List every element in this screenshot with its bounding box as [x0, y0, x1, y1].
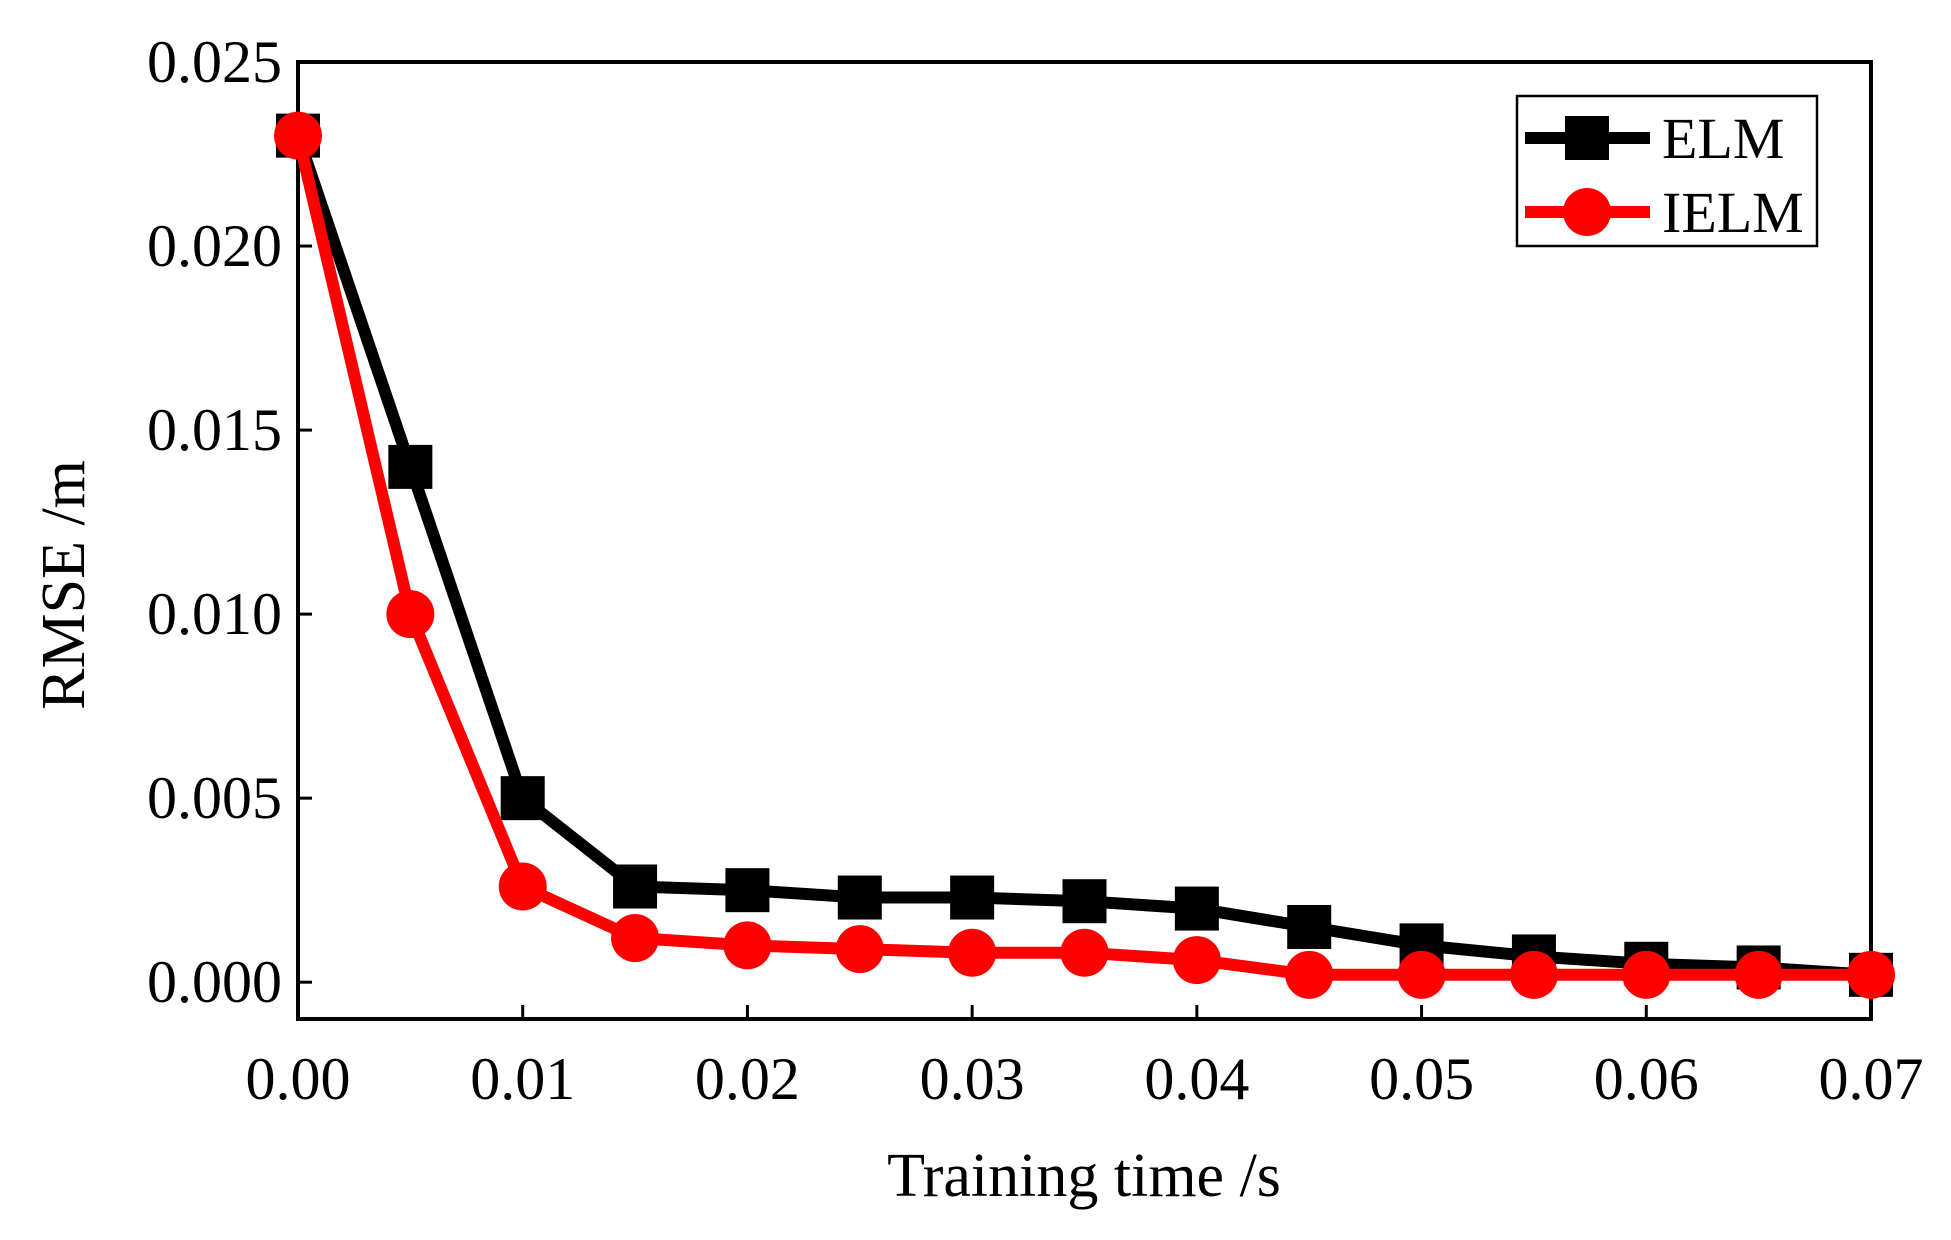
data-point-elm [388, 444, 433, 489]
data-point-ielm [611, 914, 660, 963]
data-point-ielm [1172, 936, 1221, 985]
data-point-elm [725, 868, 770, 913]
data-point-elm [613, 864, 658, 909]
x-tick-label: 0.03 [920, 1046, 1025, 1112]
data-point-ielm [1285, 950, 1334, 999]
data-point-ielm [1509, 950, 1558, 999]
data-point-ielm [1734, 950, 1783, 999]
data-point-elm [1062, 879, 1107, 924]
x-tick-label: 0.06 [1594, 1046, 1699, 1112]
x-tick-label: 0.05 [1369, 1046, 1474, 1112]
data-point-ielm [1622, 950, 1671, 999]
data-point-ielm [1847, 950, 1895, 999]
y-axis: 0.000 0.005 0.010 0.015 0.020 0.025 [147, 29, 312, 1015]
data-point-ielm [723, 921, 772, 970]
data-point-elm [950, 875, 995, 920]
data-point-ielm [948, 928, 997, 977]
data-point-ielm [274, 111, 322, 160]
y-tick-label: 0.020 [147, 213, 282, 279]
x-tick-label: 0.01 [470, 1046, 575, 1112]
y-tick-label: 0.010 [147, 581, 282, 647]
series-layer [274, 111, 1895, 999]
x-axis: 0.00 0.01 0.02 0.03 0.04 0.05 0.06 0.07 [246, 1005, 1924, 1112]
x-axis-title: Training time /s [887, 1142, 1281, 1210]
x-tick-label: 0.02 [695, 1046, 800, 1112]
data-point-elm [837, 875, 882, 920]
data-point-ielm [498, 862, 547, 911]
legend-label-ielm: IELM [1662, 180, 1804, 245]
data-point-ielm [1397, 950, 1446, 999]
y-tick-label: 0.015 [147, 397, 282, 463]
legend: ELM IELM [1515, 94, 1819, 248]
y-tick-label: 0.005 [147, 765, 282, 831]
series-line-ielm [292, 134, 1871, 981]
data-point-ielm [835, 925, 884, 974]
y-tick-label: 0.000 [147, 949, 282, 1015]
data-point-ielm [1060, 928, 1109, 977]
legend-marker-elm [1565, 116, 1609, 160]
data-point-elm [1287, 904, 1332, 949]
plot-frame [296, 60, 1873, 1021]
y-tick-label: 0.025 [147, 29, 282, 95]
x-tick-label: 0.04 [1144, 1046, 1249, 1112]
legend-label-elm: ELM [1662, 106, 1784, 171]
y-axis-title: RMSE /m [30, 460, 98, 710]
data-point-ielm [386, 590, 435, 639]
data-point-elm [500, 776, 545, 821]
x-tick-label: 0.07 [1819, 1046, 1924, 1112]
series-line-elm [292, 133, 1872, 981]
legend-marker-ielm [1563, 188, 1611, 236]
x-tick-label: 0.00 [246, 1046, 351, 1112]
data-point-elm [1174, 886, 1219, 931]
